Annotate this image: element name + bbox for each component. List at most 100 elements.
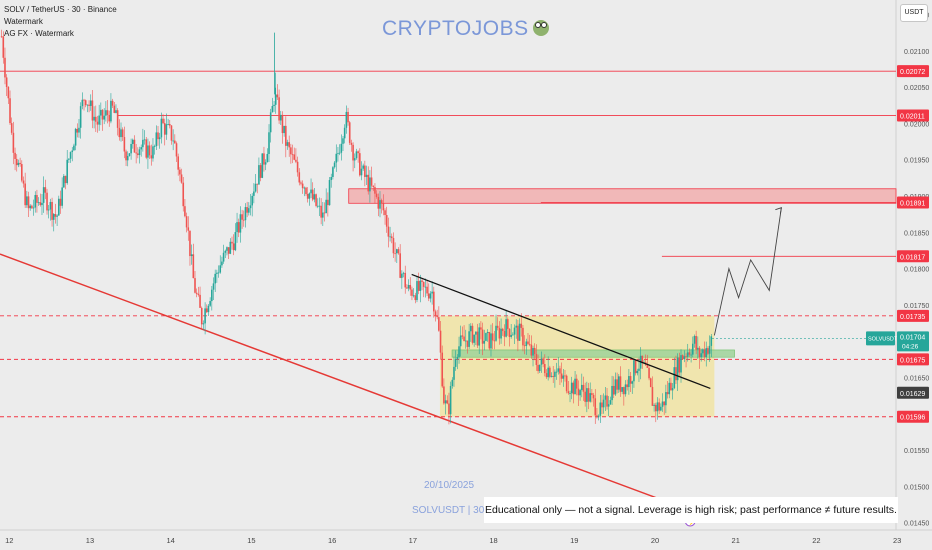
candle-body [700,353,702,358]
candle-body [431,291,433,294]
candle-body [180,174,183,183]
candle-body [507,319,509,329]
candle-body [624,384,627,395]
candle-body [456,357,459,360]
candle-body [315,194,317,206]
candle-body [533,347,536,354]
x-tick-label: 21 [732,536,740,545]
candle-body [439,330,442,353]
candle-body [244,207,247,221]
candle-body [49,201,52,210]
candle-body [697,347,699,350]
candle-body [636,370,639,374]
candle-body [629,376,632,384]
candle-body [705,348,708,358]
candle-body [394,253,396,255]
candle-body [343,127,346,139]
indicator-watermark[interactable]: Watermark [4,17,43,26]
candle-body [110,100,112,122]
candle-body [549,367,551,377]
candle-body [138,149,141,156]
y-tick-label: 0.01750 [904,303,929,310]
candle-body [305,187,307,195]
candle-body [120,129,122,138]
candle-body [691,343,694,355]
candle-body [24,183,26,206]
candle-body [372,185,375,188]
candle-body [125,151,127,161]
candle-body [626,384,628,388]
candle-body [63,175,65,188]
candle-body [313,194,316,200]
candle-body [93,116,95,121]
candle-body [486,332,489,334]
candle-body [628,376,630,388]
candle-body [126,155,129,161]
candle-body [216,272,218,274]
candle-body [320,205,322,218]
candle-body [157,132,159,140]
y-tick-label: 0.01550 [904,448,929,455]
candle-body [537,365,539,372]
candle-body [168,124,171,126]
candle-body [59,198,62,206]
price-axis[interactable] [896,0,932,550]
candle-body [123,137,126,152]
candle-body [436,315,438,318]
candle-body [184,206,186,217]
candle-body [480,327,482,330]
x-tick-label: 20 [651,536,659,545]
candle-body [101,109,104,120]
candle-body [438,317,440,331]
candle-body [177,156,179,170]
candle-body [342,138,344,144]
candle-body [545,373,548,378]
candle-body [20,164,23,181]
candle-body [332,167,334,177]
candle-body [572,382,575,395]
candle-body [353,158,356,161]
candle-body [543,364,546,374]
candle-body [227,247,230,254]
candle-body [205,308,208,313]
candle-body [411,289,413,296]
candle-body [37,202,40,204]
candle-body [347,111,349,123]
projection-arrowhead [775,206,782,214]
candle-body [508,328,511,337]
candle-body [153,146,156,147]
candle-body [274,94,277,105]
candle-body [9,98,11,124]
candle-body [512,334,514,336]
candle-body [609,400,612,405]
currency-button[interactable]: USDT [900,4,928,22]
candle-body [322,212,324,218]
candle-body [137,153,139,156]
candle-body [495,325,497,341]
candle-body [162,118,164,124]
candle-body [631,381,634,384]
candle-body [46,192,48,211]
candle-body [370,177,373,186]
candle-body [464,340,467,342]
candle-body [352,144,354,161]
candle-body [401,273,403,278]
candle-body [237,222,240,233]
indicator-agfx[interactable]: AG FX · Watermark [4,29,74,38]
candle-body [248,208,250,213]
candle-body [680,355,682,373]
candle-body [488,332,491,349]
watermark-symbol: SOLVUSDT | 30M [412,505,493,516]
candle-body [597,415,600,418]
candle-body [199,294,201,308]
candle-body [475,331,477,335]
candle-body [81,99,84,107]
candle-body [522,327,524,346]
candle-body [179,169,181,175]
candle-body [520,323,523,328]
y-tick-label: 0.02050 [904,85,929,92]
y-tick-label: 0.01450 [904,521,929,528]
candle-body [236,222,238,233]
candle-body [493,340,496,342]
